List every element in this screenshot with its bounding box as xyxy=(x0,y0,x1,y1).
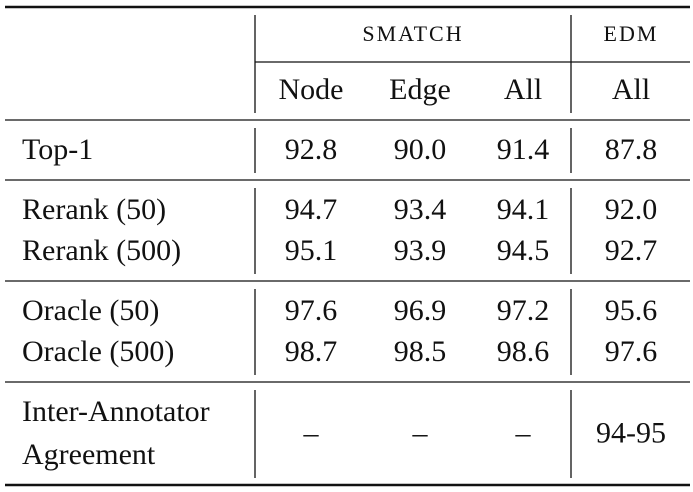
row-label: Rerank (500) xyxy=(22,234,181,267)
column-header: Node xyxy=(279,73,344,106)
cell: 90.0 xyxy=(394,133,447,166)
cell: 94.1 xyxy=(497,193,550,226)
cell: 96.9 xyxy=(394,294,447,327)
row-label: Top-1 xyxy=(22,133,93,166)
row-label: Oracle (500) xyxy=(22,335,174,368)
cell: 93.4 xyxy=(394,193,447,226)
cell: 97.6 xyxy=(285,294,338,327)
column-header: All xyxy=(612,73,650,106)
cell: 91.4 xyxy=(497,133,550,166)
cell: 94-95 xyxy=(596,416,666,449)
row-label: Agreement xyxy=(22,438,156,471)
cell: 97.2 xyxy=(497,294,550,327)
cell: 92.8 xyxy=(285,133,338,166)
cell: 95.6 xyxy=(605,294,658,327)
cell: – xyxy=(515,416,532,449)
cell: 98.7 xyxy=(285,335,338,368)
cell: – xyxy=(303,416,320,449)
cell: 98.5 xyxy=(394,335,447,368)
row-label: Oracle (50) xyxy=(22,294,159,327)
cell: 87.8 xyxy=(605,133,658,166)
cell: 94.7 xyxy=(285,193,338,226)
cell: 97.6 xyxy=(605,335,658,368)
cell: 93.9 xyxy=(394,234,447,267)
group-header: SMATCH xyxy=(362,21,463,46)
column-header: All xyxy=(504,73,542,106)
row-label: Rerank (50) xyxy=(22,193,166,226)
cell: – xyxy=(412,416,429,449)
cell: 92.7 xyxy=(605,234,658,267)
cell: 94.5 xyxy=(497,234,550,267)
cell: 95.1 xyxy=(285,234,338,267)
cell: 98.6 xyxy=(497,335,550,368)
column-header: Edge xyxy=(389,73,451,106)
group-header: EDM xyxy=(604,21,659,46)
cell: 92.0 xyxy=(605,193,658,226)
row-label: Inter-Annotator xyxy=(22,395,210,428)
